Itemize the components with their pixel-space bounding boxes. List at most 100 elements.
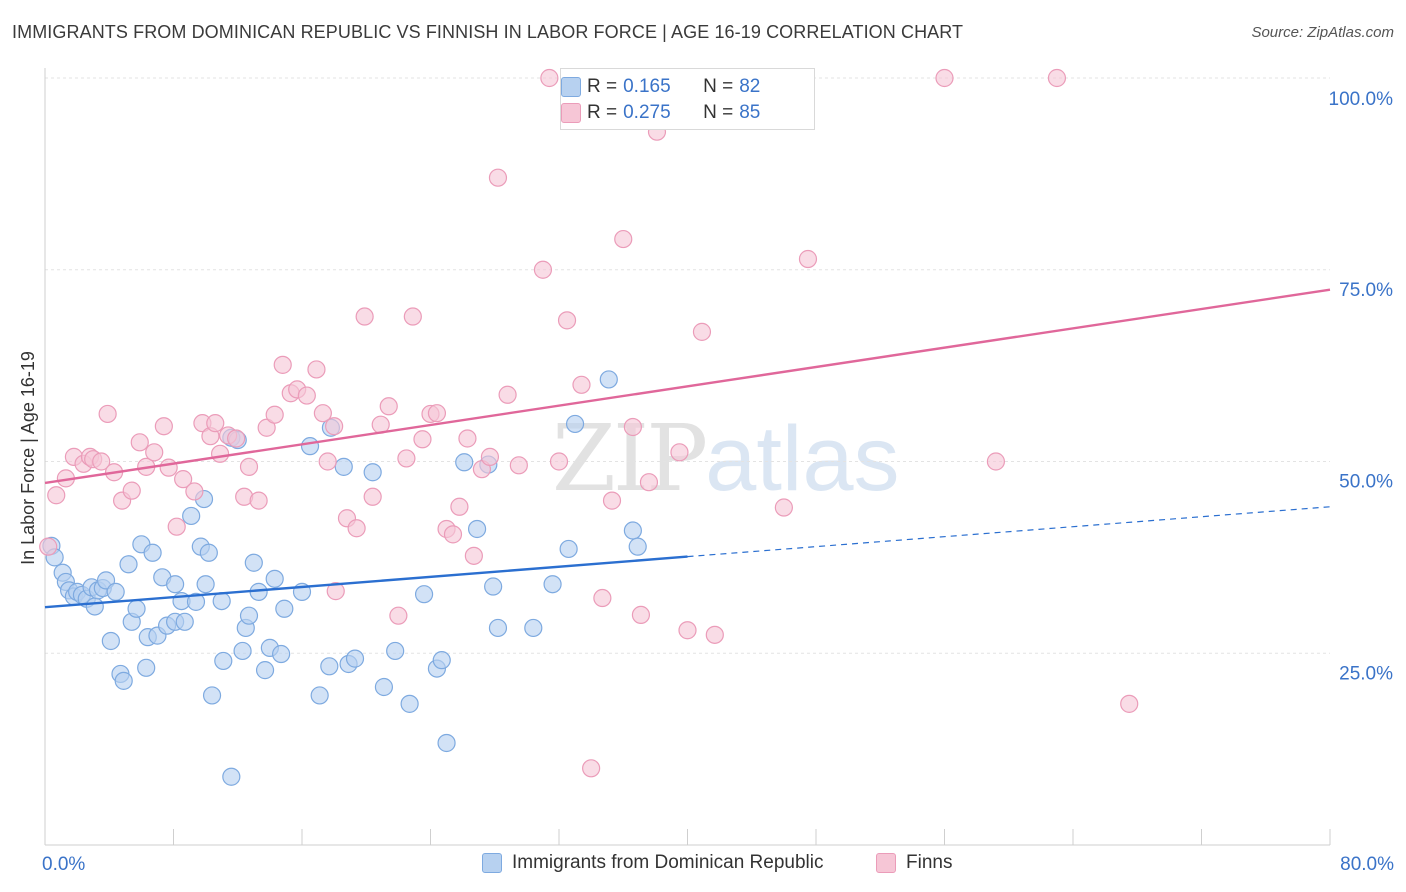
point-finns [92, 452, 111, 471]
point-dominican [202, 686, 222, 705]
point-dominican [334, 457, 353, 476]
point-finns [347, 519, 366, 538]
watermark-atlas: atlas [705, 408, 900, 510]
point-finns [355, 307, 374, 326]
point-dominican [255, 661, 275, 680]
point-dominican [310, 686, 329, 705]
point-dominican [543, 575, 562, 594]
point-finns [705, 625, 724, 644]
legend-label: Finns [906, 852, 953, 873]
stats-row-blue: R = 0.165 N = 82 [561, 75, 761, 99]
trendline-dominican-extension [687, 506, 1331, 558]
y-tick-label: 25.0% [1339, 663, 1393, 684]
point-finns [307, 360, 326, 379]
x-tick-label: 0.0% [42, 854, 85, 875]
point-dominican [214, 651, 233, 671]
point-finns [557, 311, 577, 330]
point-finns [935, 68, 954, 88]
point-dominican [414, 585, 434, 604]
point-dominican [182, 506, 201, 526]
stats-n-label: N = [703, 102, 734, 123]
stats-r-label: R = [587, 76, 618, 97]
point-dominican [265, 569, 284, 588]
y-axis-label: In Labor Force | Age 16-19 [18, 351, 38, 565]
point-dominican [127, 599, 146, 618]
y-tick-label: 100.0% [1329, 89, 1394, 110]
point-finns [47, 486, 66, 505]
point-dominican [374, 677, 394, 697]
point-dominican [143, 543, 162, 562]
point-dominican [175, 612, 194, 631]
chart-title: IMMIGRANTS FROM DOMINICAN REPUBLIC VS FI… [12, 22, 964, 42]
point-finns [678, 621, 697, 640]
source-credit: Source: ZipAtlas.com [1251, 24, 1394, 41]
point-finns [509, 456, 528, 475]
point-dominican [559, 539, 578, 559]
point-dominican [488, 618, 508, 638]
point-dominican [239, 606, 259, 625]
point-finns [413, 430, 432, 449]
point-finns [498, 385, 517, 404]
point-dominican [432, 651, 451, 670]
point-finns [167, 517, 186, 536]
point-finns [602, 491, 622, 510]
point-dominican [467, 519, 487, 539]
point-dominican [233, 641, 252, 661]
point-finns [670, 443, 689, 462]
point-finns [379, 397, 398, 416]
stats-legend-box: R = 0.165 N = 82 R = 0.275 N = 85 [560, 68, 815, 130]
point-finns [582, 759, 601, 778]
point-finns [313, 404, 332, 423]
point-finns [39, 537, 58, 556]
point-finns [1047, 68, 1067, 88]
point-finns [458, 429, 477, 448]
point-finns [297, 386, 316, 405]
stats-swatch-pink [561, 103, 581, 123]
legend-swatch-pink [876, 853, 896, 873]
point-dominican [85, 597, 104, 616]
stats-n-value: 82 [739, 76, 761, 97]
point-finns [174, 470, 193, 489]
point-dominican [524, 618, 543, 638]
point-dominican [272, 644, 291, 664]
point-finns [318, 452, 337, 471]
chart-legend: Immigrants from Dominican Republic Finns [0, 852, 1406, 878]
point-finns [227, 429, 246, 448]
point-finns [210, 444, 230, 463]
trendline-dominican [44, 555, 688, 609]
point-finns [363, 487, 382, 506]
point-dominican [119, 555, 138, 574]
point-dominican [345, 649, 365, 668]
point-dominican [275, 599, 294, 618]
legend-item-finns[interactable]: Finns [876, 852, 952, 874]
point-finns [389, 606, 408, 625]
point-finns [986, 452, 1006, 471]
point-finns [325, 417, 344, 436]
point-dominican [400, 694, 419, 713]
point-dominican [137, 658, 156, 677]
point-dominican [199, 543, 218, 562]
point-finns [639, 473, 659, 492]
point-finns [206, 414, 225, 433]
point-dominican [212, 591, 231, 611]
stats-n-value: 85 [739, 102, 761, 123]
point-finns [533, 260, 553, 279]
legend-item-dominican[interactable]: Immigrants from Dominican Republic [482, 852, 824, 874]
stats-swatch-blue [561, 77, 581, 97]
x-tick-label: 80.0% [1340, 854, 1394, 875]
point-finns [549, 452, 569, 471]
point-finns [257, 418, 276, 437]
point-dominican [300, 437, 320, 456]
point-finns [623, 417, 642, 437]
point-finns [273, 355, 292, 374]
trendline-finns [44, 288, 1331, 485]
stats-r-label: R = [587, 102, 618, 123]
stats-row-pink: R = 0.275 N = 85 [561, 101, 761, 125]
point-finns [443, 525, 463, 544]
point-finns [540, 68, 559, 88]
point-dominican [565, 414, 585, 434]
point-finns [572, 375, 591, 394]
point-dominican [196, 575, 215, 594]
point-finns [130, 433, 149, 452]
